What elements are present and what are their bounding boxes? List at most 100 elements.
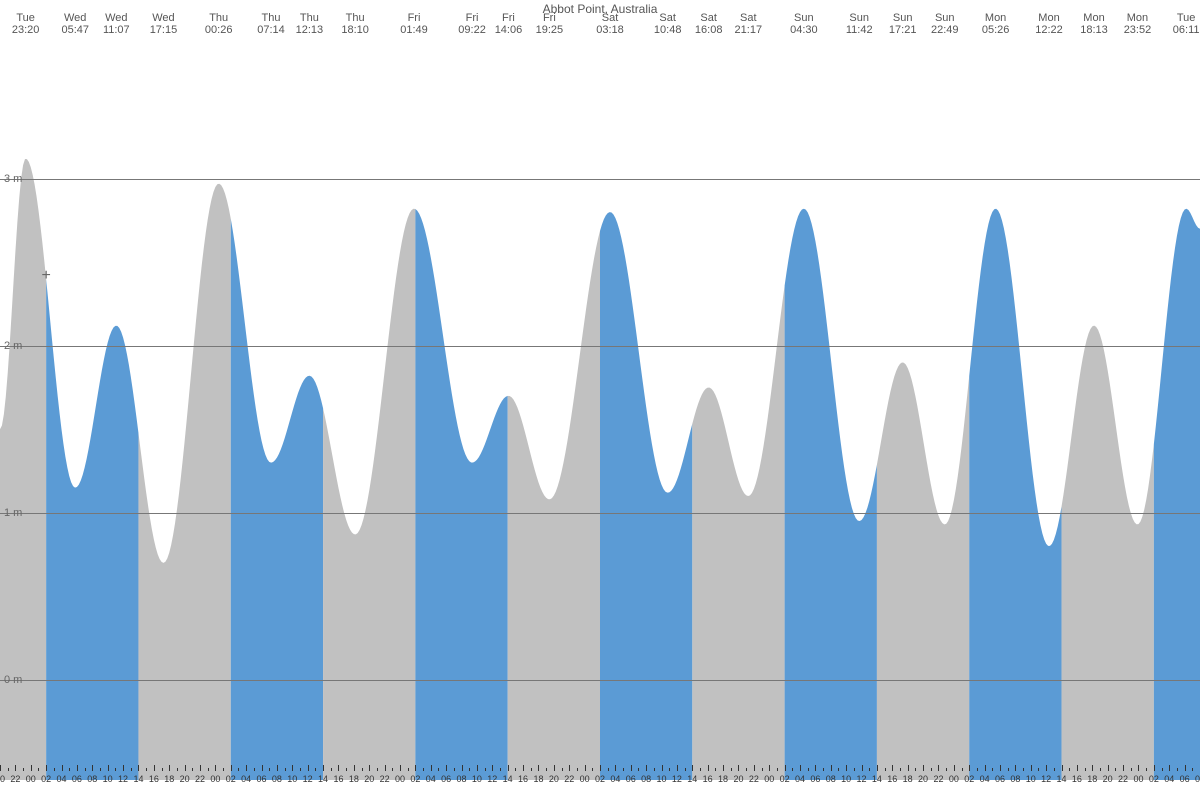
x-hour-label: 12 [857, 774, 867, 784]
x-minor-tick [1192, 768, 1193, 771]
x-major-tick [369, 765, 370, 771]
x-minor-tick [931, 768, 932, 771]
x-minor-tick [85, 768, 86, 771]
x-hour-label: 08 [272, 774, 282, 784]
x-minor-tick [638, 768, 639, 771]
x-hour-label: 04 [426, 774, 436, 784]
x-hour-label: 14 [318, 774, 328, 784]
x-minor-tick [777, 768, 778, 771]
extrema-time-label: Thu00:26 [205, 12, 233, 36]
x-major-tick [600, 765, 601, 771]
x-minor-tick [146, 768, 147, 771]
x-major-tick [1062, 765, 1063, 771]
x-major-tick [723, 765, 724, 771]
x-minor-tick [885, 768, 886, 771]
extrema-time-label: Fri01:49 [400, 12, 428, 36]
x-minor-tick [915, 768, 916, 771]
x-hour-label: 18 [903, 774, 913, 784]
x-major-tick [846, 765, 847, 771]
x-minor-tick [38, 768, 39, 771]
x-hour-label: 08 [1010, 774, 1020, 784]
x-major-tick [585, 765, 586, 771]
x-hour-label: 14 [872, 774, 882, 784]
x-major-tick [985, 765, 986, 771]
x-hour-label: 04 [241, 774, 251, 784]
x-minor-tick [685, 768, 686, 771]
x-minor-tick [1177, 768, 1178, 771]
x-hour-label: 06 [1180, 774, 1190, 784]
extrema-time-label: Tue06:11 [1173, 12, 1200, 36]
x-hour-label: 00 [949, 774, 959, 784]
extrema-time-label: Mon05:26 [982, 12, 1010, 36]
x-hour-label: 02 [410, 774, 420, 784]
x-major-tick [569, 765, 570, 771]
x-hour-label: 16 [703, 774, 713, 784]
x-major-tick [62, 765, 63, 771]
x-hour-label: 12 [672, 774, 682, 784]
x-hour-label: 20 [733, 774, 743, 784]
x-major-tick [538, 765, 539, 771]
x-minor-tick [854, 768, 855, 771]
x-major-tick [231, 765, 232, 771]
x-minor-tick [500, 768, 501, 771]
x-hour-label: 08 [1195, 774, 1200, 784]
x-major-tick [738, 765, 739, 771]
x-major-tick [431, 765, 432, 771]
x-hour-label: 06 [72, 774, 82, 784]
x-major-tick [1046, 765, 1047, 771]
x-minor-tick [792, 768, 793, 771]
x-minor-tick [162, 768, 163, 771]
x-hour-label: 06 [995, 774, 1005, 784]
x-major-tick [123, 765, 124, 771]
x-hour-label: 14 [687, 774, 697, 784]
x-major-tick [1077, 765, 1078, 771]
x-major-tick [769, 765, 770, 771]
x-minor-tick [715, 768, 716, 771]
x-major-tick [708, 765, 709, 771]
x-minor-tick [1038, 768, 1039, 771]
x-hour-label: 22 [933, 774, 943, 784]
x-hour-label: 06 [257, 774, 267, 784]
x-major-tick [785, 765, 786, 771]
x-hour-label: 14 [1057, 774, 1067, 784]
x-major-tick [1015, 765, 1016, 771]
x-hour-label: 06 [626, 774, 636, 784]
x-major-tick [554, 765, 555, 771]
x-minor-tick [54, 768, 55, 771]
x-major-tick [1092, 765, 1093, 771]
x-major-tick [646, 765, 647, 771]
x-hour-label: 20 [549, 774, 559, 784]
x-major-tick [215, 765, 216, 771]
x-minor-tick [362, 768, 363, 771]
x-major-tick [1123, 765, 1124, 771]
x-major-tick [1169, 765, 1170, 771]
extrema-time-label: Thu12:13 [296, 12, 324, 36]
extrema-time-label: Thu07:14 [257, 12, 285, 36]
x-minor-tick [592, 768, 593, 771]
x-major-tick [15, 765, 16, 771]
x-minor-tick [746, 768, 747, 771]
x-minor-tick [700, 768, 701, 771]
x-minor-tick [546, 768, 547, 771]
x-minor-tick [408, 768, 409, 771]
x-major-tick [277, 765, 278, 771]
plot-area: 0 m1 m2 m3 m + 2022000204060810121416182… [0, 45, 1200, 780]
x-minor-tick [669, 768, 670, 771]
x-hour-label: 04 [57, 774, 67, 784]
x-major-tick [615, 765, 616, 771]
x-major-tick [523, 765, 524, 771]
x-hour-label: 00 [580, 774, 590, 784]
x-minor-tick [1069, 768, 1070, 771]
x-hour-label: 18 [164, 774, 174, 784]
x-hour-label: 02 [226, 774, 236, 784]
tide-chart: Abbot Point, Australia Tue23:20Wed05:47W… [0, 0, 1200, 800]
x-minor-tick [1085, 768, 1086, 771]
x-minor-tick [131, 768, 132, 771]
x-hour-label: 04 [610, 774, 620, 784]
x-hour-label: 16 [149, 774, 159, 784]
x-minor-tick [331, 768, 332, 771]
x-major-tick [308, 765, 309, 771]
x-minor-tick [1115, 768, 1116, 771]
x-minor-tick [177, 768, 178, 771]
x-minor-tick [115, 768, 116, 771]
